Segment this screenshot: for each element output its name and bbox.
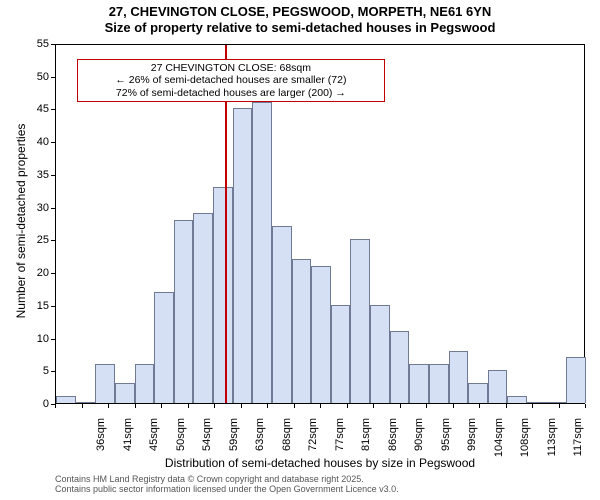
histogram-bar [547,402,567,403]
annotation-line: ← 26% of semi-detached houses are smalle… [82,74,379,86]
y-tick-label: 35 [23,169,49,181]
y-tick-label: 0 [23,398,49,410]
footer-attribution: Contains HM Land Registry data © Crown c… [55,474,399,495]
x-tick-mark [267,404,268,408]
y-tick-label: 10 [23,333,49,345]
x-tick-mark [320,404,321,408]
x-tick-mark [559,404,560,408]
histogram-bar [56,396,76,403]
x-tick-mark [453,404,454,408]
y-tick-label: 50 [23,71,49,83]
footer-line: Contains public sector information licen… [55,484,399,494]
y-tick-mark [51,109,55,110]
y-tick-label: 5 [23,365,49,377]
title-block: 27, CHEVINGTON CLOSE, PEGSWOOD, MORPETH,… [0,4,600,35]
x-tick-mark [532,404,533,408]
histogram-bar [193,213,213,403]
x-tick-mark [214,404,215,408]
footer-line: Contains HM Land Registry data © Crown c… [55,474,399,484]
histogram-bar [252,102,272,403]
histogram-bar [350,239,370,403]
y-tick-mark [51,371,55,372]
histogram-bar [566,357,586,403]
y-tick-mark [51,339,55,340]
histogram-bar [115,383,135,403]
x-tick-mark [506,404,507,408]
annotation-box: 27 CHEVINGTON CLOSE: 68sqm← 26% of semi-… [77,59,384,101]
x-tick-mark [188,404,189,408]
y-tick-mark [51,175,55,176]
histogram-bar [174,220,194,403]
histogram-bar [135,364,155,403]
histogram-bar [95,364,115,403]
x-tick-mark [82,404,83,408]
histogram-bar [429,364,449,403]
y-tick-label: 55 [23,38,49,50]
x-tick-mark [55,404,56,408]
title-line-1: 27, CHEVINGTON CLOSE, PEGSWOOD, MORPETH,… [0,4,600,20]
histogram-bar [154,292,174,403]
y-tick-label: 15 [23,300,49,312]
x-tick-mark [373,404,374,408]
histogram-bar [213,187,233,403]
x-tick-mark [161,404,162,408]
histogram-bar [233,108,253,403]
x-tick-mark [347,404,348,408]
y-tick-label: 30 [23,202,49,214]
y-tick-label: 25 [23,234,49,246]
histogram-bar [370,305,390,403]
x-tick-mark [294,404,295,408]
histogram-bar [311,266,331,403]
annotation-line: 72% of semi-detached houses are larger (… [82,87,379,99]
x-tick-mark [108,404,109,408]
y-tick-label: 45 [23,103,49,115]
histogram-bar [292,259,312,403]
y-tick-mark [51,208,55,209]
x-tick-mark [241,404,242,408]
x-tick-mark [135,404,136,408]
x-axis-label: Distribution of semi-detached houses by … [55,456,585,470]
y-tick-label: 40 [23,136,49,148]
chart-container: 27, CHEVINGTON CLOSE, PEGSWOOD, MORPETH,… [0,0,600,500]
x-tick-mark [585,404,586,408]
title-line-2: Size of property relative to semi-detach… [0,20,600,36]
y-tick-mark [51,306,55,307]
y-tick-mark [51,273,55,274]
histogram-bar [390,331,410,403]
annotation-line: 27 CHEVINGTON CLOSE: 68sqm [82,62,379,74]
histogram-bar [331,305,351,403]
y-tick-label: 20 [23,267,49,279]
y-tick-mark [51,240,55,241]
histogram-bar [468,383,488,403]
histogram-bar [449,351,469,403]
y-tick-mark [51,77,55,78]
y-tick-mark [51,44,55,45]
y-axis-label: Number of semi-detached properties [14,41,28,401]
plot-area: 27 CHEVINGTON CLOSE: 68sqm← 26% of semi-… [55,44,585,404]
histogram-bar [527,402,547,403]
histogram-bar [76,402,96,403]
x-tick-mark [400,404,401,408]
histogram-bar [488,370,508,403]
histogram-bar [409,364,429,403]
x-tick-mark [479,404,480,408]
x-tick-mark [426,404,427,408]
histogram-bar [507,396,527,403]
y-tick-mark [51,142,55,143]
histogram-bar [272,226,292,403]
